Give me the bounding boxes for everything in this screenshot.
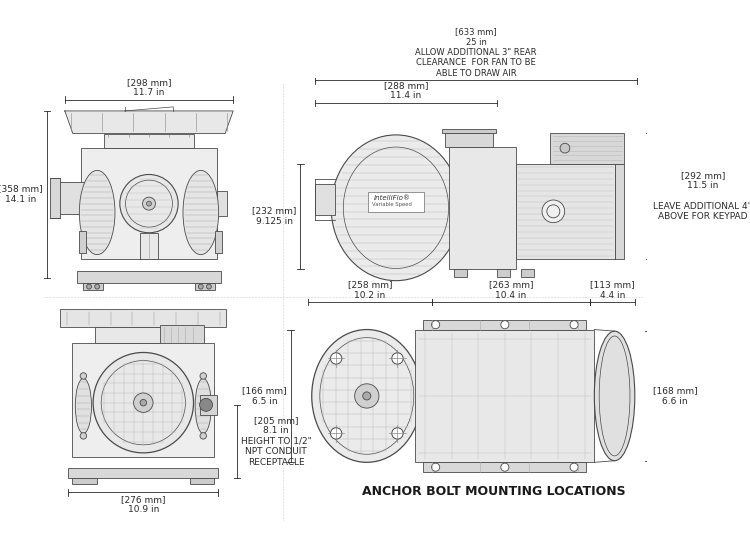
Ellipse shape xyxy=(312,329,422,462)
Text: [263 mm]
10.4 in: [263 mm] 10.4 in xyxy=(489,280,533,300)
Ellipse shape xyxy=(431,321,439,329)
Bar xyxy=(77,271,221,283)
Bar xyxy=(83,283,103,290)
Text: [205 mm]
8.1 in
HEIGHT TO 1/2"
NPT CONDUIT
RECEPTACLE: [205 mm] 8.1 in HEIGHT TO 1/2" NPT CONDU… xyxy=(241,416,312,467)
Ellipse shape xyxy=(392,428,404,439)
Bar xyxy=(416,329,594,462)
Ellipse shape xyxy=(355,384,379,408)
Bar xyxy=(315,184,335,215)
Ellipse shape xyxy=(146,201,152,206)
Bar xyxy=(57,182,84,214)
Bar xyxy=(140,233,158,259)
Ellipse shape xyxy=(195,379,211,434)
Text: IntelliFlo®: IntelliFlo® xyxy=(374,195,410,201)
Ellipse shape xyxy=(120,175,178,233)
Bar xyxy=(80,231,86,252)
Ellipse shape xyxy=(363,392,370,400)
Bar xyxy=(454,269,467,277)
Text: [258 mm]
10.2 in: [258 mm] 10.2 in xyxy=(348,280,392,300)
Text: ANCHOR BOLT MOUNTING LOCATIONS: ANCHOR BOLT MOUNTING LOCATIONS xyxy=(362,485,626,498)
Text: [113 mm]
4.4 in: [113 mm] 4.4 in xyxy=(590,280,634,300)
Ellipse shape xyxy=(75,379,92,434)
Bar xyxy=(217,192,226,216)
Ellipse shape xyxy=(200,433,206,439)
Text: [276 mm]
10.9 in: [276 mm] 10.9 in xyxy=(121,495,166,514)
Text: [232 mm]
9.125 in: [232 mm] 9.125 in xyxy=(252,207,296,226)
Ellipse shape xyxy=(142,197,155,210)
Bar xyxy=(368,192,424,212)
Ellipse shape xyxy=(392,353,404,364)
Ellipse shape xyxy=(134,393,153,412)
Ellipse shape xyxy=(570,463,578,471)
Ellipse shape xyxy=(332,135,460,280)
Ellipse shape xyxy=(331,353,342,364)
Text: [292 mm]
11.5 in

LEAVE ADDITIONAL 4"
ABOVE FOR KEYPAD: [292 mm] 11.5 in LEAVE ADDITIONAL 4" ABO… xyxy=(653,171,750,222)
Text: [288 mm]
11.4 in: [288 mm] 11.4 in xyxy=(384,81,428,100)
Bar xyxy=(68,468,218,478)
Bar xyxy=(200,395,217,414)
Ellipse shape xyxy=(200,372,206,379)
Bar xyxy=(215,231,222,252)
Text: [166 mm]
6.5 in: [166 mm] 6.5 in xyxy=(242,386,286,406)
Ellipse shape xyxy=(140,399,146,406)
Bar xyxy=(448,147,516,269)
Ellipse shape xyxy=(200,398,212,412)
Bar xyxy=(497,269,510,277)
Ellipse shape xyxy=(594,331,634,461)
Text: [358 mm]
14.1 in: [358 mm] 14.1 in xyxy=(0,185,43,204)
Bar xyxy=(50,178,60,218)
Ellipse shape xyxy=(80,433,87,439)
Bar xyxy=(442,129,496,133)
Text: [168 mm]
6.6 in: [168 mm] 6.6 in xyxy=(652,386,698,406)
Ellipse shape xyxy=(80,170,115,255)
Bar xyxy=(94,327,192,343)
Ellipse shape xyxy=(570,321,578,329)
Ellipse shape xyxy=(331,428,342,439)
Ellipse shape xyxy=(501,321,509,329)
Bar xyxy=(424,462,586,472)
Ellipse shape xyxy=(80,372,87,379)
Bar xyxy=(516,164,614,259)
Bar xyxy=(104,133,194,148)
Bar xyxy=(521,269,535,277)
Bar xyxy=(195,283,214,290)
Ellipse shape xyxy=(560,143,570,153)
Ellipse shape xyxy=(93,353,194,453)
Polygon shape xyxy=(64,111,233,133)
Bar xyxy=(160,325,204,345)
Bar xyxy=(614,164,624,259)
Bar xyxy=(73,343,214,457)
Bar xyxy=(190,478,214,484)
Ellipse shape xyxy=(94,284,100,289)
Ellipse shape xyxy=(542,200,565,223)
Ellipse shape xyxy=(199,284,203,289)
Bar xyxy=(73,478,97,484)
Bar xyxy=(60,309,226,327)
Text: Variable Speed: Variable Speed xyxy=(372,202,412,207)
Ellipse shape xyxy=(183,170,218,255)
Text: [633 mm]
25 in
ALLOW ADDITIONAL 3" REAR
CLEARANCE  FOR FAN TO BE
ABLE TO DRAW AI: [633 mm] 25 in ALLOW ADDITIONAL 3" REAR … xyxy=(416,27,537,78)
Text: [298 mm]
11.7 in: [298 mm] 11.7 in xyxy=(127,78,171,97)
Bar xyxy=(81,148,217,259)
Bar xyxy=(550,133,624,164)
Bar xyxy=(424,320,586,329)
Bar xyxy=(445,133,493,147)
Ellipse shape xyxy=(87,284,92,289)
Ellipse shape xyxy=(206,284,212,289)
Ellipse shape xyxy=(501,463,509,471)
Ellipse shape xyxy=(431,463,439,471)
